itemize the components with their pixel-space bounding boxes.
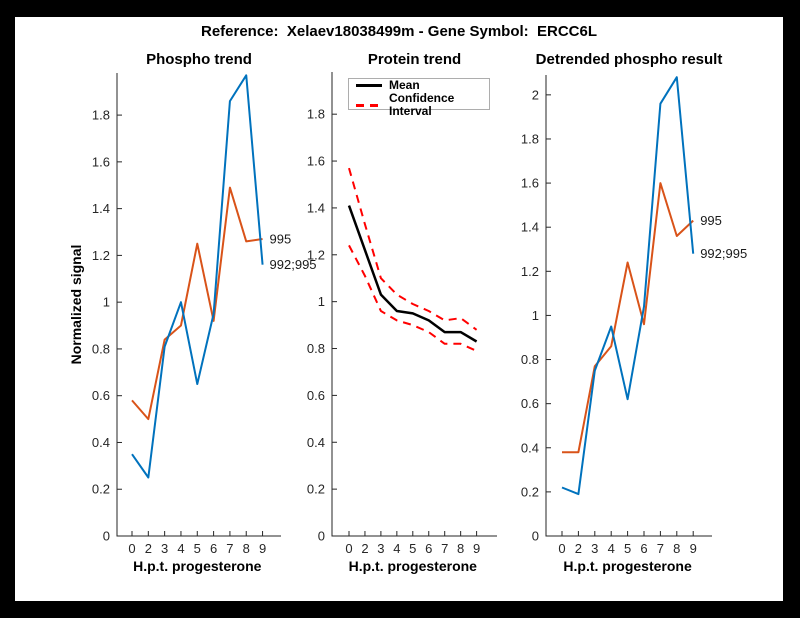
x-tick-label: 8: [673, 541, 680, 556]
y-tick-label: 1.4: [307, 200, 325, 215]
series-end-label: 992;995: [700, 246, 747, 261]
y-tick-label: 1.6: [307, 154, 325, 169]
x-tick-label: 8: [243, 541, 250, 556]
series-end-label: 992;995: [270, 257, 317, 272]
y-tick-label: 1.6: [521, 176, 539, 191]
y-tick-label: 0.2: [521, 484, 539, 499]
x-tick-label: 9: [473, 541, 480, 556]
legend-line-sample-mean: [356, 84, 382, 87]
y-tick-label: 0.6: [521, 396, 539, 411]
x-tick-label: 7: [441, 541, 448, 556]
y-tick-label: 0.8: [307, 341, 325, 356]
y-tick-label: 1.8: [92, 108, 110, 123]
x-tick-label: 4: [608, 541, 615, 556]
y-tick-label: 0.2: [307, 482, 325, 497]
x-tick-label: 0: [345, 541, 352, 556]
x-tick-label: 0: [128, 541, 135, 556]
x-tick-label: 4: [393, 541, 400, 556]
y-tick-label: 0.2: [92, 482, 110, 497]
y-tick-label: 1.6: [92, 154, 110, 169]
x-tick-label: 3: [377, 541, 384, 556]
figure-canvas: Reference: Xelaev18038499m - Gene Symbol…: [15, 17, 783, 601]
legend-line-sample-ci: [356, 103, 382, 107]
x-tick-label: 3: [591, 541, 598, 556]
y-tick-label: 0.8: [521, 352, 539, 367]
series-phospho-site-992-995: [131, 74, 264, 479]
series-ci-upper: [348, 167, 478, 331]
x-tick-label: 9: [690, 541, 697, 556]
x-tick-label: 2: [575, 541, 582, 556]
x-tick-label: 6: [425, 541, 432, 556]
y-tick-label: 0: [318, 529, 325, 544]
y-tick-label: 2: [532, 87, 539, 102]
series-ci-lower: [348, 244, 478, 352]
x-tick-label: 6: [640, 541, 647, 556]
subplot-title: Detrended phospho result: [536, 51, 723, 68]
y-tick-label: 0.8: [92, 341, 110, 356]
x-tick-label: 9: [259, 541, 266, 556]
axis-spines: [545, 75, 712, 537]
legend-box: Mean Confidence Interval: [348, 78, 490, 118]
y-tick-label: 0: [532, 529, 539, 544]
legend-label-confidence-interval: Confidence Interval: [389, 91, 455, 118]
y-tick-label: 1: [318, 294, 325, 309]
y-tick-label: 1.2: [307, 247, 325, 262]
x-tick-label: 5: [409, 541, 416, 556]
subplot-2: 0 2 3 4 5 6 7 8 900.20.40.60.811.21.41.61.82Detr…: [521, 51, 747, 574]
y-tick-label: 0.4: [521, 440, 539, 455]
y-tick-label: 1.8: [521, 131, 539, 146]
subplot-title: Protein trend: [368, 51, 461, 68]
y-tick-label: 0.6: [92, 388, 110, 403]
x-tick-label: 8: [457, 541, 464, 556]
x-tick-label: 5: [624, 541, 631, 556]
x-tick-label: 6: [210, 541, 217, 556]
y-tick-label: 1.4: [521, 220, 539, 235]
x-tick-label: 5: [194, 541, 201, 556]
x-tick-label: 2: [145, 541, 152, 556]
y-tick-label: 0.4: [92, 435, 110, 450]
legend-item-confidence-interval: Confidence Interval: [349, 92, 489, 118]
subplot-1: 0 2 3 4 5 6 7 8 900.20.40.60.811.21.41.61.8Prote…: [307, 51, 497, 574]
subplot-title: Phospho trend: [146, 51, 252, 68]
y-axis-label: Normalized signal: [68, 245, 84, 365]
y-tick-label: 1.2: [92, 248, 110, 263]
y-tick-label: 1.4: [92, 201, 110, 216]
x-tick-label: 7: [226, 541, 233, 556]
series-end-label: 995: [700, 213, 722, 228]
series-mean: [347, 205, 478, 343]
series-end-label: 995: [270, 232, 292, 247]
x-tick-label: 3: [161, 541, 168, 556]
y-tick-label: 1: [532, 308, 539, 323]
y-tick-label: 1.2: [521, 264, 539, 279]
figure-title: Reference: Xelaev18038499m - Gene Symbol…: [200, 23, 597, 40]
y-tick-label: 1.8: [307, 107, 325, 122]
x-axis-label: H.p.t. progesterone: [349, 558, 478, 574]
legend-item-mean: Mean: [349, 79, 489, 92]
y-tick-label: 0.4: [307, 435, 325, 450]
x-axis-label: H.p.t. progesterone: [133, 558, 262, 574]
series-detrended-site-995: [562, 182, 694, 454]
subplot-0: 0 2 3 4 5 6 7 8 900.20.40.60.811.21.41.61.8Phosp…: [68, 51, 317, 574]
x-tick-label: 4: [177, 541, 184, 556]
y-tick-label: 1: [103, 295, 110, 310]
x-tick-label: 0: [558, 541, 565, 556]
x-axis-label: H.p.t. progesterone: [563, 558, 692, 574]
legend-label-mean: Mean: [389, 78, 420, 92]
x-tick-label: 7: [657, 541, 664, 556]
series-phospho-site-995: [131, 186, 263, 421]
plots-svg: 0 2 3 4 5 6 7 8 900.20.40.60.811.21.41.61.8Phosp…: [68, 51, 747, 574]
y-tick-label: 0: [103, 529, 110, 544]
y-tick-label: 0.6: [307, 388, 325, 403]
x-tick-label: 2: [361, 541, 368, 556]
series-detrended-site-992-995: [561, 76, 695, 496]
